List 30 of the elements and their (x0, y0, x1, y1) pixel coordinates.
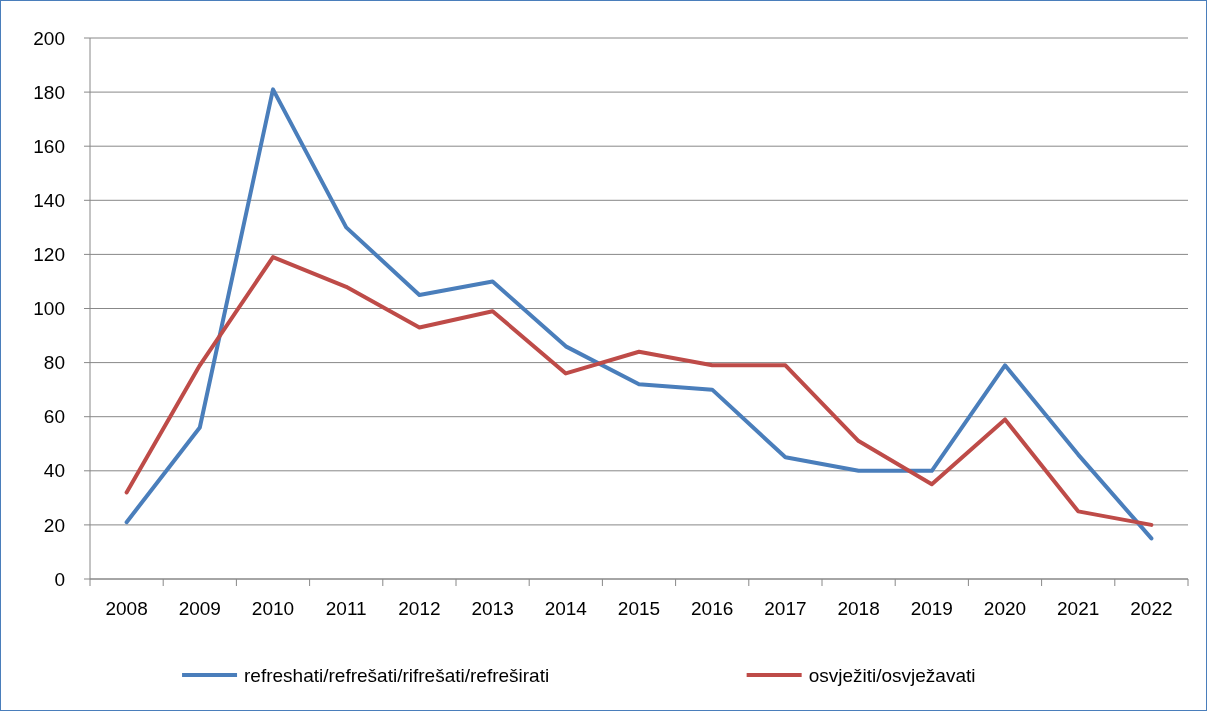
y-tick-label: 0 (54, 568, 65, 590)
y-tick-label: 40 (43, 460, 65, 482)
line-series (124, 255, 1154, 527)
y-tick-label: 60 (43, 406, 65, 428)
x-tick-label: 2008 (105, 598, 148, 619)
legend-label: refreshati/refrešati/rifrešati/refreširati (244, 664, 550, 686)
x-tick-label: 2013 (471, 598, 514, 619)
y-tick-label: 180 (33, 81, 65, 103)
y-tick-label: 140 (33, 189, 65, 211)
x-tick-label: 2016 (691, 598, 734, 619)
line-series (124, 87, 1154, 541)
y-tick-label: 200 (33, 27, 65, 49)
x-tick-label: 2009 (178, 598, 221, 619)
x-tick-label: 2018 (837, 598, 880, 619)
legend-label: osvježiti/osvježavati (808, 664, 976, 686)
x-tick-label: 2022 (1130, 598, 1173, 619)
y-tick-label: 160 (33, 135, 65, 157)
x-tick-label: 2021 (1057, 598, 1100, 619)
y-tick-label: 120 (33, 244, 65, 266)
y-tick-label: 20 (43, 514, 65, 536)
x-tick-label: 2017 (764, 598, 807, 619)
x-tick-label: 2011 (325, 598, 367, 619)
x-tick-label: 2012 (398, 598, 441, 619)
x-tick-label: 2019 (910, 598, 953, 619)
y-tick-label: 100 (33, 298, 65, 320)
x-tick-label: 2010 (251, 598, 295, 619)
x-tick-label: 2015 (617, 598, 661, 619)
x-tick-label: 2014 (544, 598, 588, 619)
y-tick-label: 80 (43, 352, 65, 374)
x-tick-label: 2020 (983, 598, 1027, 619)
